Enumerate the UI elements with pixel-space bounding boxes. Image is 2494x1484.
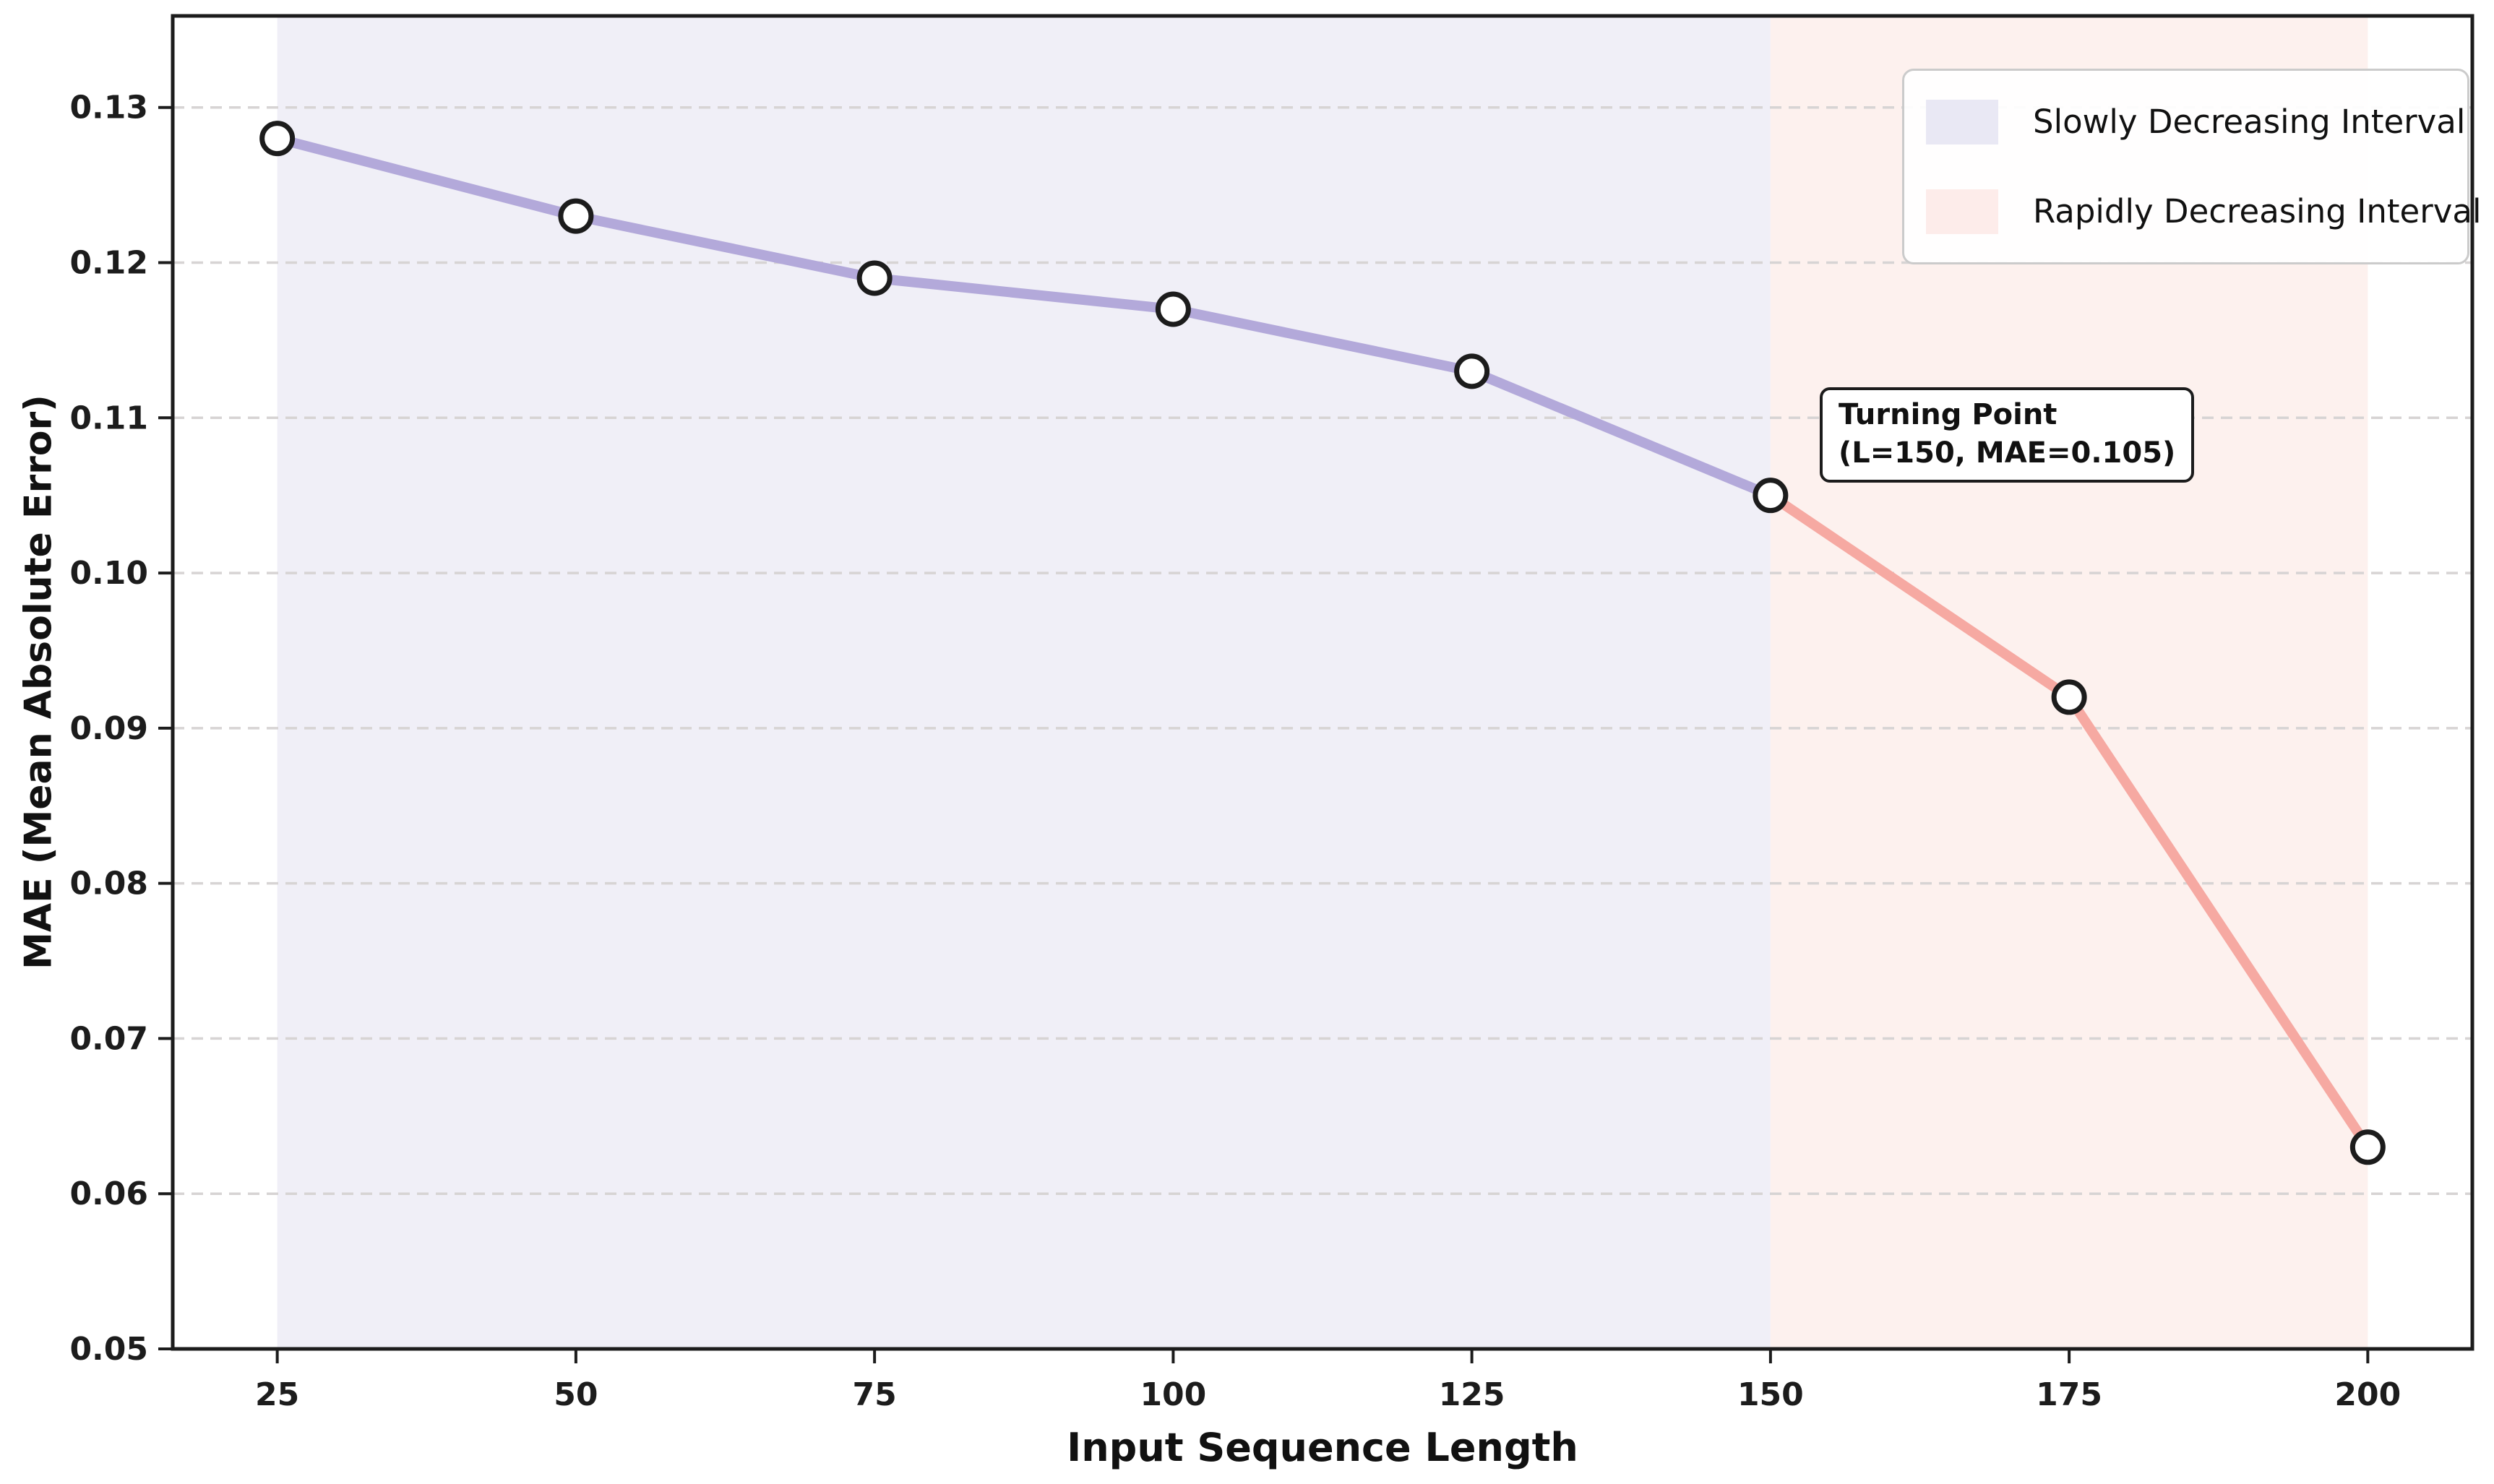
data-point-marker: [856, 260, 893, 296]
plot-border: [171, 14, 2474, 1351]
x-tick-label: 50: [554, 1376, 598, 1413]
y-tick-label: 0.13: [69, 90, 148, 126]
turning-point-annotation-line1: Turning Point: [1839, 398, 2057, 431]
x-tick-label: 75: [853, 1376, 897, 1413]
turning-point-annotation-line2: (L=150, MAE=0.105): [1839, 436, 2176, 470]
y-tick-label: 0.11: [69, 400, 148, 436]
y-tick-label: 0.09: [69, 710, 148, 747]
y-tick-label: 0.05: [69, 1331, 148, 1368]
data-point-marker: [1753, 478, 1789, 514]
region-slowly-decreasing: [277, 16, 1771, 1349]
data-point-marker: [2051, 679, 2087, 715]
x-tick-label: 125: [1439, 1376, 1505, 1413]
x-tick-label: 150: [1737, 1376, 1804, 1413]
y-tick-label: 0.08: [69, 866, 148, 902]
legend-item-rapid: Rapidly Decreasing Interval: [1926, 189, 2481, 234]
y-tick-label: 0.10: [69, 555, 148, 592]
x-tick-label: 200: [2334, 1376, 2401, 1413]
y-axis-label: MAE (Mean Absolute Error): [17, 394, 61, 970]
y-tick-label: 0.07: [69, 1020, 148, 1057]
data-point-marker: [1454, 353, 1490, 389]
data-point-marker: [259, 121, 296, 157]
data-point-marker: [558, 198, 594, 234]
legend-swatch-rapid-icon: [1926, 189, 1998, 234]
turning-point-annotation: Turning Point (L=150, MAE=0.105): [1820, 387, 2195, 483]
data-point-marker: [1155, 291, 1191, 327]
data-point-marker: [2349, 1129, 2386, 1165]
y-tick-label: 0.06: [69, 1175, 148, 1212]
y-tick-label: 0.12: [69, 245, 148, 282]
legend-label-rapid: Rapidly Decreasing Interval: [2033, 192, 2482, 230]
legend-label-slow: Slowly Decreasing Interval: [2033, 103, 2466, 141]
x-tick-label: 25: [255, 1376, 299, 1413]
x-axis-label: Input Sequence Length: [1067, 1425, 1578, 1470]
x-tick-label: 175: [2036, 1376, 2102, 1413]
x-tick-label: 100: [1140, 1376, 1206, 1413]
legend-swatch-slow-icon: [1926, 99, 1998, 144]
slowly-decreasing-line: [272, 133, 1776, 501]
legend: Slowly Decreasing Interval Rapidly Decre…: [1902, 69, 2481, 264]
legend-item-slow: Slowly Decreasing Interval: [1926, 99, 2465, 144]
